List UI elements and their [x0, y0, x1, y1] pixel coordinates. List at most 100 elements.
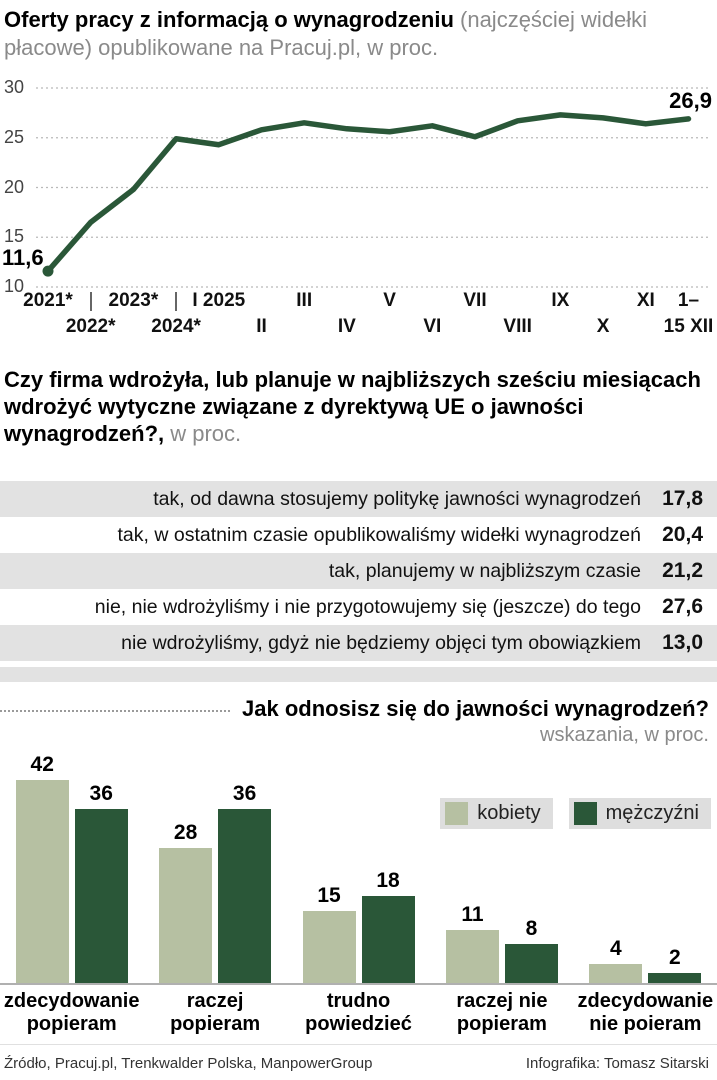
y-tick-label: 25	[4, 126, 25, 147]
bar-kobiety	[159, 847, 213, 983]
x-axis-label: III	[296, 290, 313, 311]
bar-pair: 28 36	[143, 753, 287, 985]
bar-value-label: 36	[232, 782, 257, 806]
x-axis-label: 2021*	[23, 290, 73, 311]
x-axis-label: IV	[337, 316, 356, 337]
table-row: nie wdrożyliśmy, gdyż nie będziemy objęc…	[0, 625, 717, 661]
bar-pair: 42 36	[0, 753, 144, 985]
bar-wrap: 36	[74, 782, 128, 983]
table-row-value: 27,6	[662, 595, 703, 618]
table-row: tak, w ostatnim czasie opublikowaliśmy w…	[0, 517, 717, 553]
bar-category-label: trudno powiedzieć	[287, 990, 430, 1036]
bar-chart-subtitle: wskazania, w proc.	[540, 724, 709, 746]
x-axis-label: V	[383, 290, 396, 311]
table-title-bold: Czy firma wdrożyła, lub planuje w najbli…	[4, 367, 701, 446]
bar-groups: 42 36 zdecydowanie popieram 28 36 raczej popier…	[0, 753, 717, 1036]
table-row-label: nie, nie wdrożyliśmy i nie przygotowujem…	[94, 595, 641, 618]
table-title-gray: w proc.	[164, 421, 242, 446]
bar-mezczyzni	[74, 809, 128, 983]
x-axis-label: VII	[463, 290, 487, 311]
table-row-value: 17,8	[662, 487, 703, 510]
bar-category-line: raczej	[186, 990, 244, 1012]
x-axis-label: VIII	[503, 316, 532, 337]
last-point-value: 26,9	[669, 88, 712, 113]
bar-chart-title: Jak odnosisz się do jawności wynagrodzeń…	[242, 696, 709, 721]
bar-kobiety	[15, 780, 69, 983]
bar-category-line: popieram	[170, 1013, 261, 1035]
bar-group: 15 18 trudno powiedzieć	[286, 753, 431, 1036]
bar-mezczyzni	[218, 809, 272, 983]
start-point-dot	[42, 265, 54, 277]
bar-category-line: zdecydowanie	[577, 990, 714, 1012]
bar-category-line: popieram	[456, 1013, 547, 1035]
x-axis-label: 2024*	[151, 316, 201, 337]
bar-value-label: 18	[376, 869, 400, 893]
bar-wrap: 28	[159, 821, 213, 983]
opinion-bar-chart-section: Jak odnosisz się do jawności wynagrodzeń…	[0, 696, 717, 1036]
bar-wrap: 42	[15, 753, 69, 983]
axis-separator	[175, 292, 178, 311]
bar-group: 28 36 raczej popieram	[143, 753, 287, 1036]
y-tick-label: 30	[4, 77, 25, 97]
line-chart-plot	[36, 87, 708, 288]
line-chart-title: Oferty pracy z informacją o wynagrodzeni…	[0, 0, 717, 62]
legend-swatch	[445, 802, 469, 825]
bar-kobiety	[445, 929, 499, 983]
table-tail-stripe	[0, 667, 717, 682]
line-chart-title-gray: (najczęściej widełki płacowe) opublikowa…	[4, 7, 648, 60]
bar-category-line: nie poieram	[589, 1013, 702, 1035]
legend-item-kobiety: kobiety	[440, 798, 553, 829]
x-axis-label: I 2025	[192, 290, 246, 311]
table-row: tak, od dawna stosujemy politykę jawnośc…	[0, 481, 717, 517]
bar-mezczyzni	[504, 944, 558, 983]
legend-swatch	[573, 802, 597, 825]
bar-pair: 15 18	[286, 753, 431, 985]
x-axis-label: VI	[423, 316, 442, 337]
bar-category-line: raczej nie	[456, 990, 548, 1012]
bar-wrap: 11	[445, 902, 499, 983]
trend-line	[45, 112, 692, 274]
bar-category-label: zdecydowanie popieram	[0, 990, 143, 1036]
table-row-label: tak, w ostatnim czasie opublikowaliśmy w…	[117, 523, 641, 546]
x-axis-label: 15 XII	[663, 316, 714, 337]
y-tick-label: 20	[4, 176, 25, 197]
legend-label: mężczyźni	[605, 802, 699, 824]
bar-value-label: 4	[609, 936, 622, 960]
x-axis-label: IX	[551, 290, 570, 311]
bar-category-line: popieram	[26, 1013, 117, 1035]
bar-category-label: raczej nie popieram	[430, 990, 573, 1036]
axis-separator	[89, 292, 92, 311]
legend: kobiety mężczyźni	[440, 798, 711, 829]
table-row: nie, nie wdrożyliśmy i nie przygotowujem…	[0, 589, 717, 625]
author-credit: Infografika: Tomasz Sitarski	[525, 1055, 709, 1072]
bar-value-label: 36	[89, 782, 113, 806]
bar-value-label: 11	[461, 902, 484, 926]
source-credit: Źródło, Pracuj.pl, Trenkwalder Polska, M…	[4, 1055, 373, 1072]
legend-label: kobiety	[477, 802, 541, 824]
bar-mezczyzni	[648, 973, 702, 983]
salary-line-chart-section: Oferty pracy z informacją o wynagrodzeni…	[0, 0, 717, 352]
bar-wrap: 15	[302, 884, 356, 983]
table-row-label: tak, planujemy w najbliższym czasie	[328, 559, 641, 582]
bar-pair: 11 8	[430, 753, 574, 985]
bar-wrap: 8	[504, 917, 558, 983]
opinion-bar-chart: kobiety mężczyźni 42 36 zdecydowanie popiera…	[0, 753, 717, 1036]
bar-wrap: 2	[648, 946, 702, 983]
directive-table-section: Czy firma wdrożyła, lub planuje w najbli…	[0, 366, 717, 682]
table-row-label: nie wdrożyliśmy, gdyż nie będziemy objęc…	[121, 631, 641, 654]
x-axis-label: 2023*	[108, 290, 159, 311]
bar-category-line: powiedzieć	[305, 1013, 412, 1035]
table-row-label: tak, od dawna stosujemy politykę jawnośc…	[153, 487, 641, 510]
y-tick-label: 10	[4, 276, 25, 296]
first-point-value: 11,6	[2, 245, 44, 270]
x-axis-label: XI	[636, 290, 655, 311]
bar-chart-header: Jak odnosisz się do jawności wynagrodzeń…	[0, 696, 717, 747]
bar-group: 42 36 zdecydowanie popieram	[0, 753, 144, 1036]
x-axis-label: II	[256, 316, 267, 337]
legend-item-mezczyzni: mężczyźni	[568, 798, 711, 829]
table-row: tak, planujemy w najbliższym czasie 21,2	[0, 553, 717, 589]
dotted-divider	[0, 710, 230, 712]
bar-group: 4 2 zdecydowanie nie poieram	[573, 753, 717, 1036]
bar-value-label: 2	[668, 946, 681, 970]
